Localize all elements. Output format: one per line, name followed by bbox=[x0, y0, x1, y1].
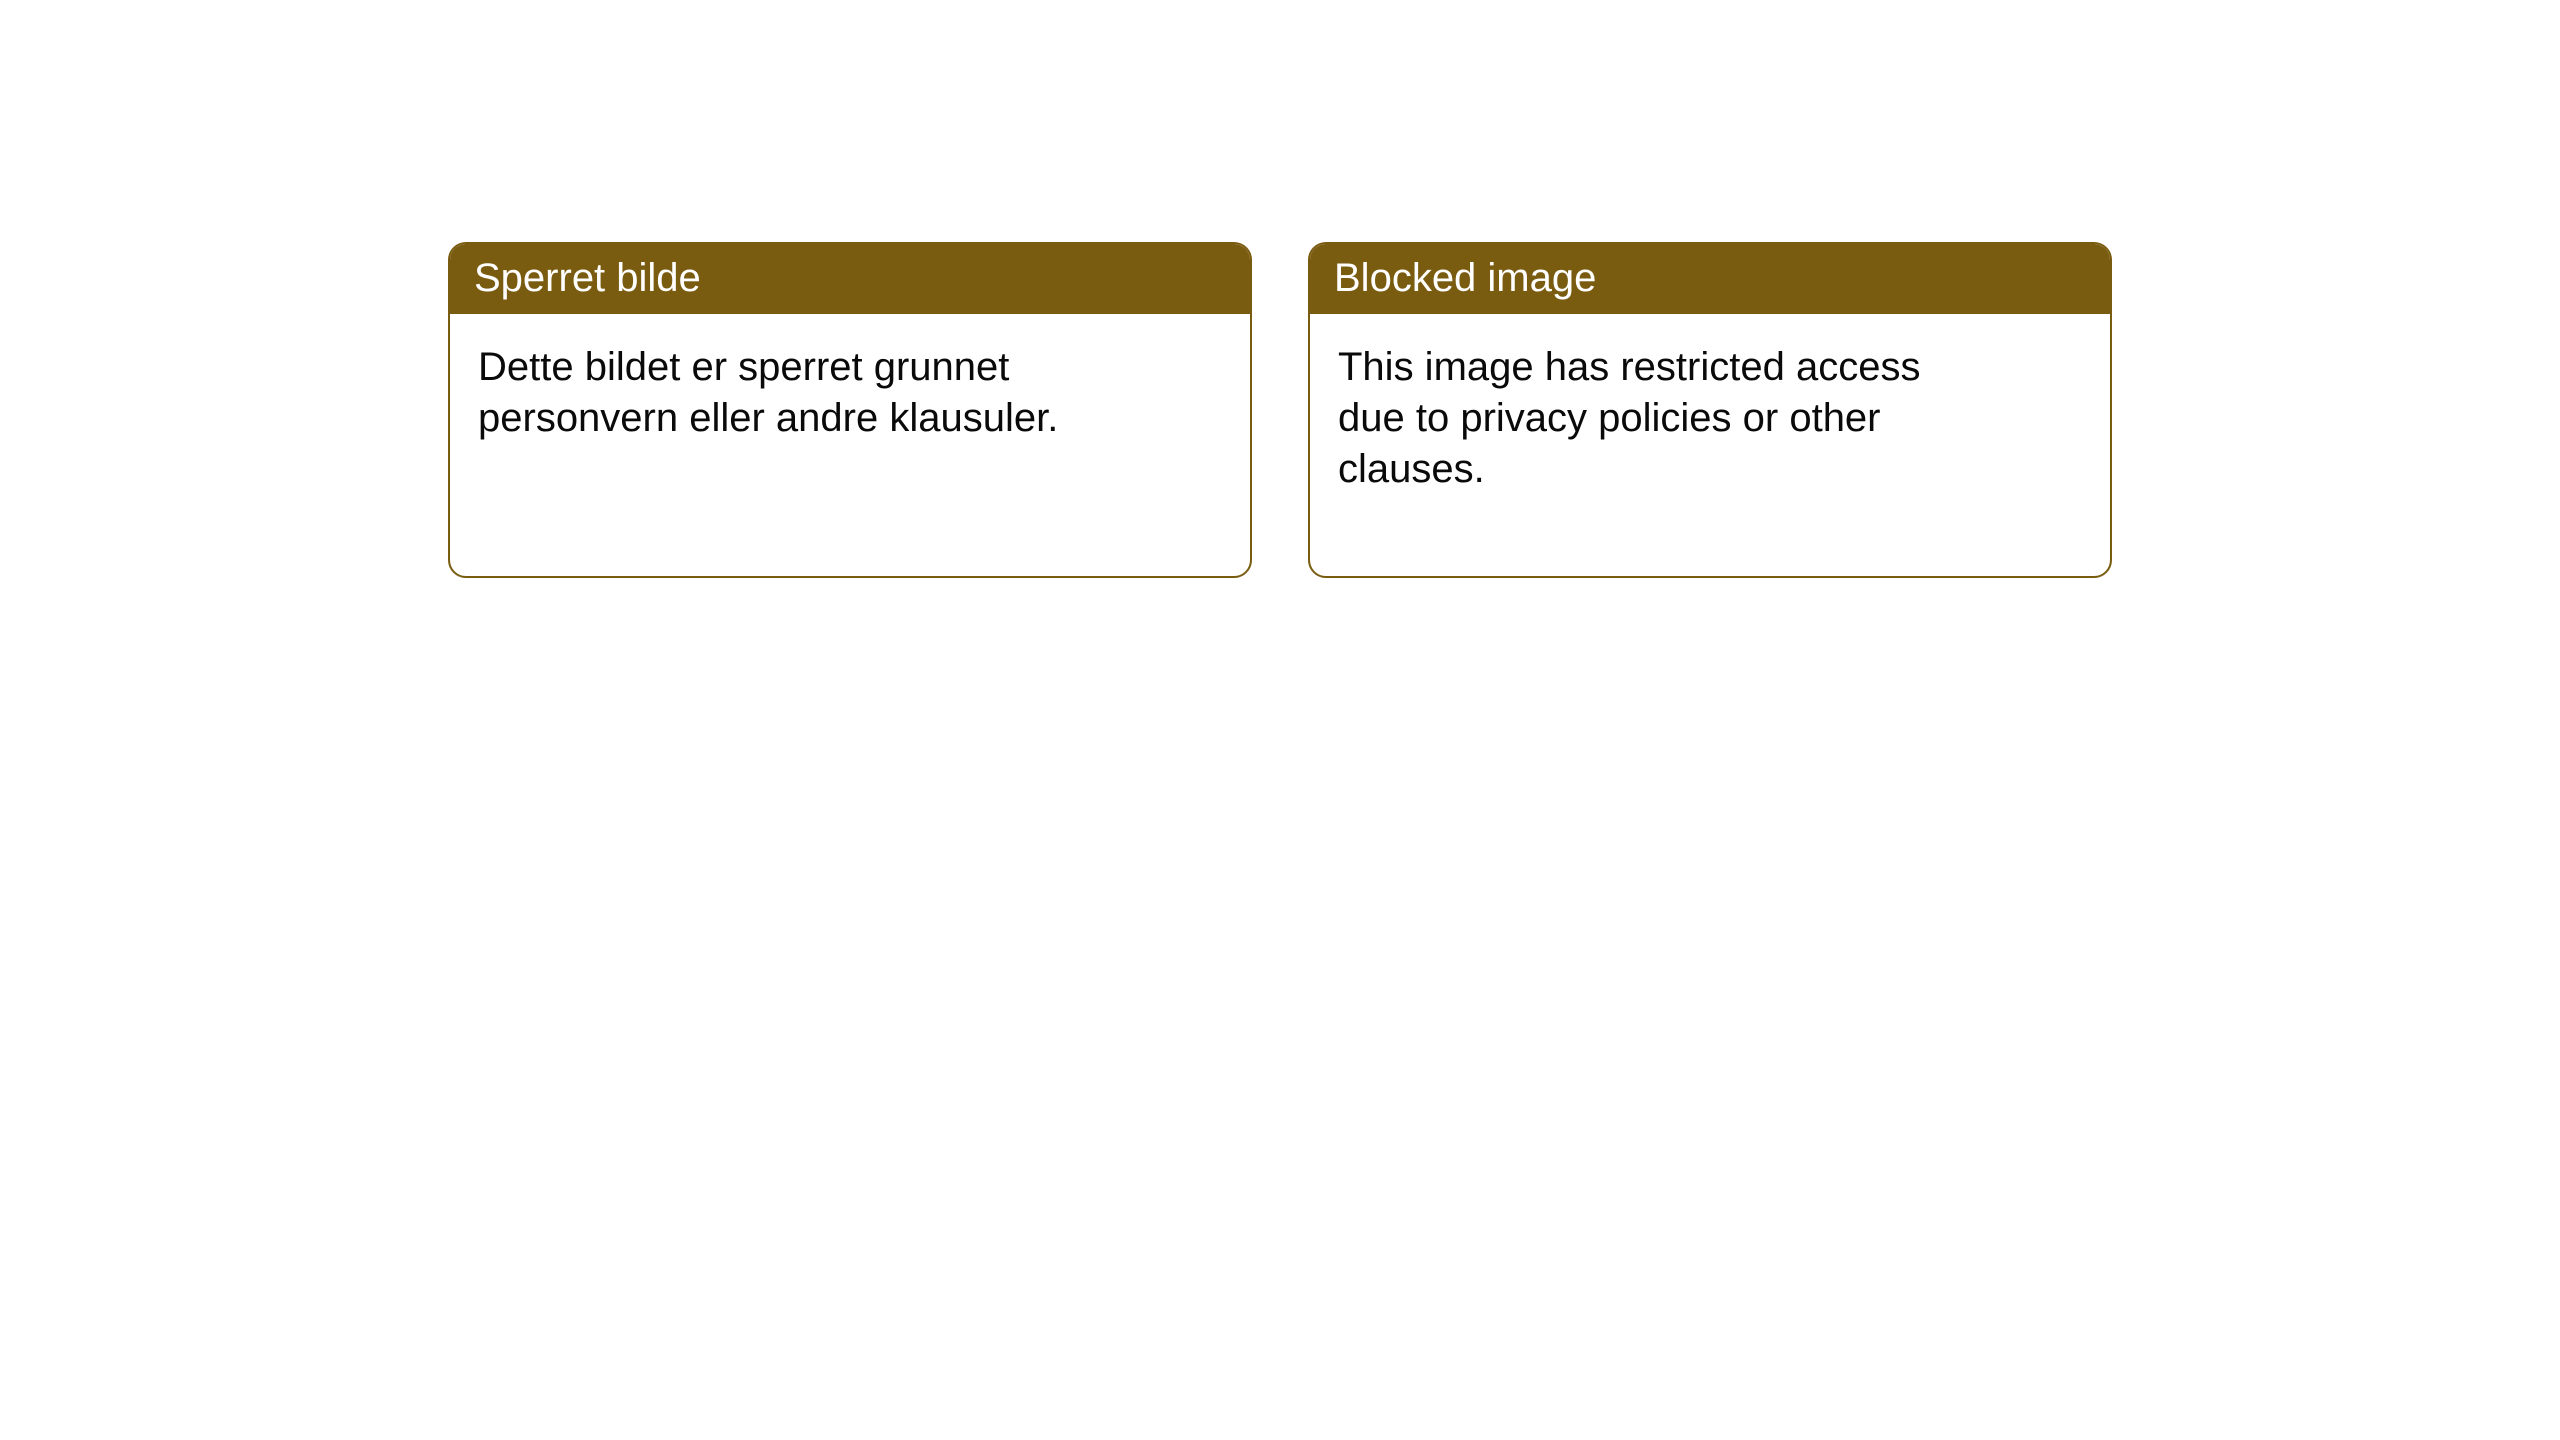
blocked-image-title-en: Blocked image bbox=[1310, 244, 2110, 314]
blocked-image-card-no: Sperret bilde Dette bildet er sperret gr… bbox=[448, 242, 1252, 578]
blocked-image-body-en: This image has restricted access due to … bbox=[1310, 314, 1990, 524]
blocked-image-title-no: Sperret bilde bbox=[450, 244, 1250, 314]
blocked-image-notices: Sperret bilde Dette bildet er sperret gr… bbox=[448, 242, 2112, 578]
blocked-image-body-no: Dette bildet er sperret grunnet personve… bbox=[450, 314, 1130, 472]
blocked-image-card-en: Blocked image This image has restricted … bbox=[1308, 242, 2112, 578]
